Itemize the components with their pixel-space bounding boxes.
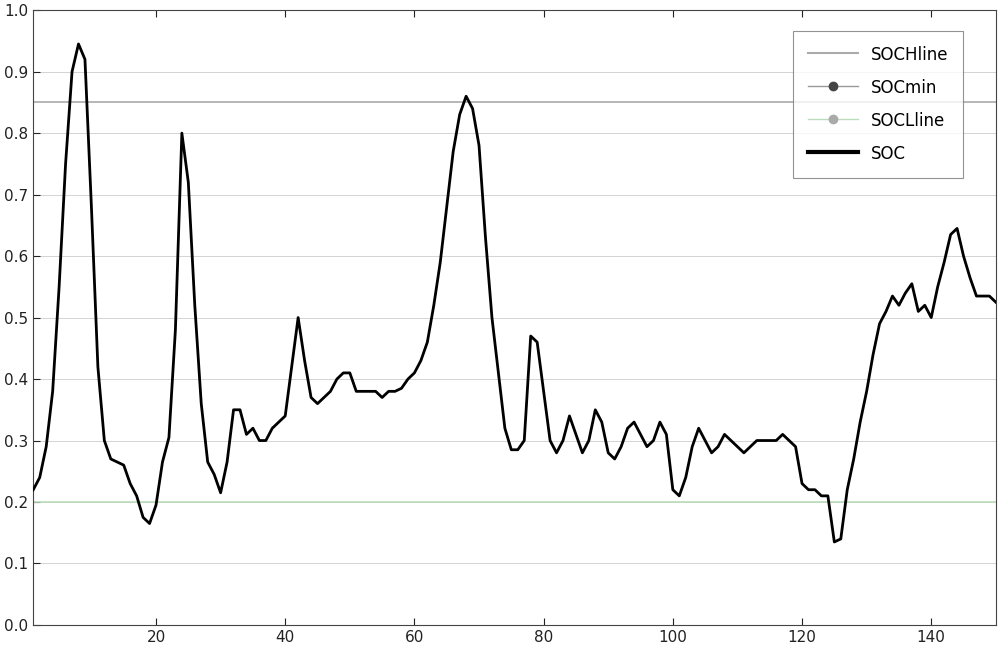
Legend: SOCHline, SOCmin, SOCLline, SOC: SOCHline, SOCmin, SOCLline, SOC	[793, 31, 963, 178]
